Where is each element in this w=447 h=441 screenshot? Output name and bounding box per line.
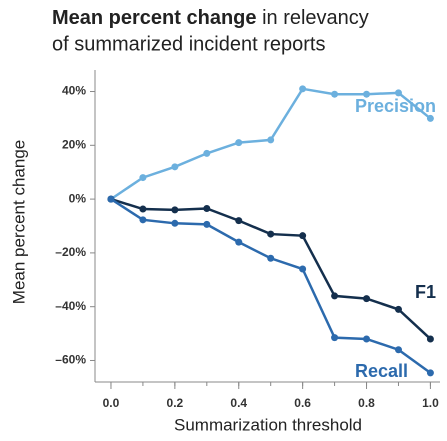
- chart-title: Mean percent change in relevancy: [52, 7, 369, 29]
- y-tick-label: –60%: [55, 353, 86, 367]
- data-point: [299, 232, 307, 240]
- series-line: [110, 198, 432, 374]
- data-point: [331, 90, 339, 98]
- x-tick-label: 1.0: [422, 396, 439, 410]
- y-tick-label: 40%: [62, 84, 86, 98]
- x-axis-label: Summarization threshold: [174, 415, 362, 434]
- data-point: [363, 335, 371, 343]
- data-point: [331, 292, 339, 300]
- data-point: [139, 216, 147, 224]
- data-point: [171, 163, 179, 171]
- data-point: [426, 369, 434, 377]
- data-point: [203, 205, 211, 213]
- data-point: [426, 335, 434, 343]
- x-tick-label: 0.8: [358, 396, 375, 410]
- data-point: [267, 136, 275, 144]
- data-point: [363, 295, 371, 303]
- data-point: [394, 305, 402, 313]
- y-tick-label: –40%: [55, 299, 86, 313]
- data-point: [171, 206, 179, 214]
- data-point: [203, 220, 211, 228]
- series-label: Recall: [355, 361, 408, 381]
- data-point: [203, 149, 211, 157]
- x-tick-label: 0.0: [103, 396, 120, 410]
- y-axis-label: Mean percent change: [9, 140, 28, 304]
- series-label: F1: [415, 282, 436, 302]
- series-line: [110, 197, 432, 340]
- y-tick-label: –20%: [55, 245, 86, 259]
- data-point: [363, 90, 371, 98]
- data-point: [394, 89, 402, 97]
- title-part: in relevancy: [262, 7, 369, 29]
- x-tick-label: 0.2: [167, 396, 184, 410]
- data-point: [299, 85, 307, 93]
- data-point: [299, 265, 307, 273]
- data-point: [331, 334, 339, 342]
- y-tick-label: 0%: [69, 191, 87, 205]
- data-point: [139, 205, 147, 213]
- data-point: [235, 238, 243, 246]
- x-tick-label: 0.4: [230, 396, 247, 410]
- series-label: Precision: [355, 96, 436, 116]
- y-tick-label: 20%: [62, 137, 86, 151]
- data-point: [394, 346, 402, 354]
- data-point: [426, 114, 434, 122]
- data-point: [235, 217, 243, 225]
- data-point: [267, 230, 275, 238]
- x-tick-label: 0.6: [294, 396, 311, 410]
- data-point: [107, 195, 115, 203]
- data-point: [235, 139, 243, 147]
- data-point: [267, 254, 275, 262]
- title-bold: Mean percent change: [52, 7, 257, 29]
- data-point: [139, 174, 147, 182]
- data-point: [171, 219, 179, 227]
- chart-title-line2: of summarized incident reports: [52, 33, 325, 55]
